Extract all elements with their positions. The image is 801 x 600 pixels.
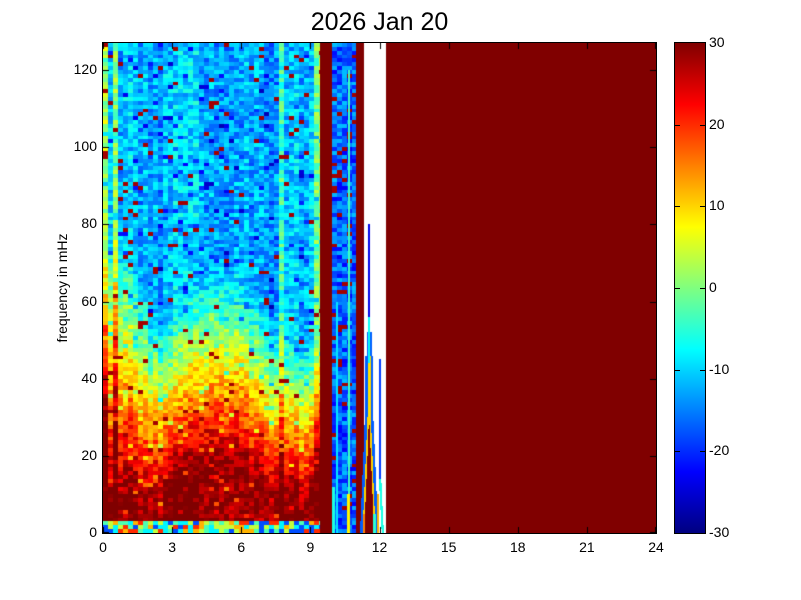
x-tick-label: 24 xyxy=(648,539,664,555)
colorbar-tick xyxy=(700,206,705,207)
y-tick-label: 0 xyxy=(89,524,97,540)
colorbar-tick xyxy=(700,288,705,289)
x-tick-label: 21 xyxy=(579,539,595,555)
colorbar-tick xyxy=(700,125,705,126)
colorbar-tick-label: 10 xyxy=(709,197,725,214)
y-tick-label: 100 xyxy=(73,138,97,155)
colorbar-tick-label: 30 xyxy=(709,34,725,50)
colorbar-tick xyxy=(700,370,705,371)
colorbar xyxy=(674,42,706,534)
x-tick-label: 12 xyxy=(371,539,388,555)
y-tick-label: 20 xyxy=(81,446,97,463)
colorbar-tick xyxy=(675,125,680,126)
x-tick-label: 6 xyxy=(237,539,246,555)
x-tick-label: 18 xyxy=(509,539,526,555)
x-tick-label: 0 xyxy=(99,539,107,555)
x-tick-label: 3 xyxy=(168,539,177,555)
plot-area xyxy=(102,42,657,534)
x-tick-label: 9 xyxy=(306,539,315,555)
spectrogram-heatmap xyxy=(103,43,656,533)
colorbar-tick-label: 0 xyxy=(709,279,717,295)
y-tick-label: 80 xyxy=(81,215,97,232)
colorbar-tick-label: -30 xyxy=(709,524,730,540)
colorbar-tick-label: 20 xyxy=(709,115,725,132)
y-axis-label: frequency in mHz xyxy=(54,233,70,343)
x-tick-label: 15 xyxy=(440,539,457,555)
colorbar-tick-label: -10 xyxy=(709,360,730,377)
chart-title: 2026 Jan 20 xyxy=(310,8,449,36)
colorbar-tick xyxy=(675,206,680,207)
colorbar-tick-label: -20 xyxy=(709,442,730,459)
y-tick-label: 40 xyxy=(81,369,97,386)
colorbar-tick xyxy=(675,370,680,371)
colorbar-tick xyxy=(675,288,680,289)
y-tick-label: 120 xyxy=(73,61,97,77)
y-tick-label: 60 xyxy=(81,292,97,309)
colorbar-tick xyxy=(675,451,680,452)
colorbar-tick xyxy=(700,451,705,452)
